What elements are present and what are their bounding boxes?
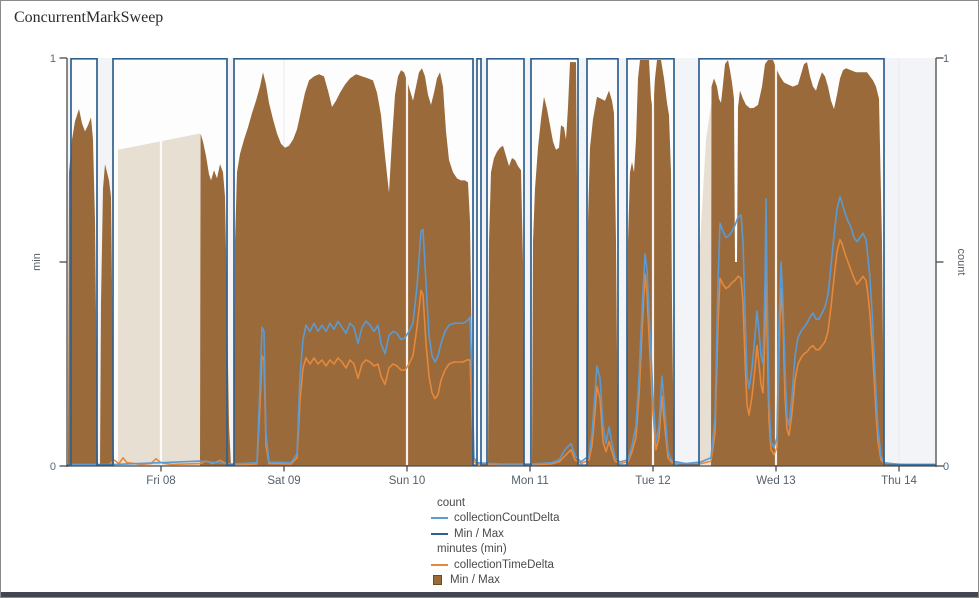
y-axis-left-title: min xyxy=(31,253,43,271)
chart-legend: count collectionCountDelta Min / Max min… xyxy=(431,495,559,588)
collection-time-delta-line xyxy=(68,238,935,466)
legend-item-label: collectionCountDelta xyxy=(454,512,560,525)
legend-item-label: Min / Max xyxy=(450,574,500,587)
legend-group-count: count xyxy=(431,495,559,511)
legend-item-count-minmax: Min / Max xyxy=(431,526,559,542)
legend-item-label: collectionTimeDelta xyxy=(454,558,554,571)
x-axis-day-label: Thu 14 xyxy=(881,475,917,487)
count-minmax-swatch-icon xyxy=(431,532,448,535)
page-title: ConcurrentMarkSweep xyxy=(14,9,164,26)
y-axis-tick-label: 1 xyxy=(943,53,949,65)
y-axis-tick-label: 1 xyxy=(50,53,56,65)
x-axis-day-label: Tue 12 xyxy=(635,475,670,487)
x-axis-day-label: Sun 10 xyxy=(389,475,425,487)
x-axis-day-label: Sat 09 xyxy=(267,475,300,487)
window-bottom-edge-bar xyxy=(1,592,978,597)
legend-group-minutes: minutes (min) xyxy=(431,542,559,558)
x-axis-day-label: Wed 13 xyxy=(756,475,795,487)
legend-item-label: Min / Max xyxy=(454,527,504,540)
minutes-minmax-area xyxy=(68,60,885,466)
legend-item-collection-count-delta: collectionCountDelta xyxy=(431,511,559,527)
gap-interpolated-band xyxy=(699,98,712,467)
legend-item-collection-time-delta: collectionTimeDelta xyxy=(431,557,559,573)
collection-time-delta-swatch-icon xyxy=(431,563,448,566)
x-axis-day-label: Mon 11 xyxy=(511,475,549,487)
count-minmax-pulse-fill xyxy=(477,58,481,466)
legend-group-minutes-label: minutes (min) xyxy=(437,543,507,556)
y-axis-tick-label: 0 xyxy=(943,461,949,473)
collection-count-delta-swatch-icon xyxy=(431,517,448,520)
y-axis-tick-label: 0 xyxy=(50,461,56,473)
minutes-minmax-swatch-icon xyxy=(433,575,442,586)
legend-group-count-label: count xyxy=(437,496,466,509)
gap-interpolated-band xyxy=(118,133,200,466)
collection-count-delta-line xyxy=(68,195,935,466)
x-axis-day-label: Fri 08 xyxy=(146,475,175,487)
count-minmax-outline xyxy=(67,57,936,467)
y-axis-right-title: count xyxy=(955,249,967,276)
legend-item-minutes-minmax: Min / Max xyxy=(431,573,559,589)
